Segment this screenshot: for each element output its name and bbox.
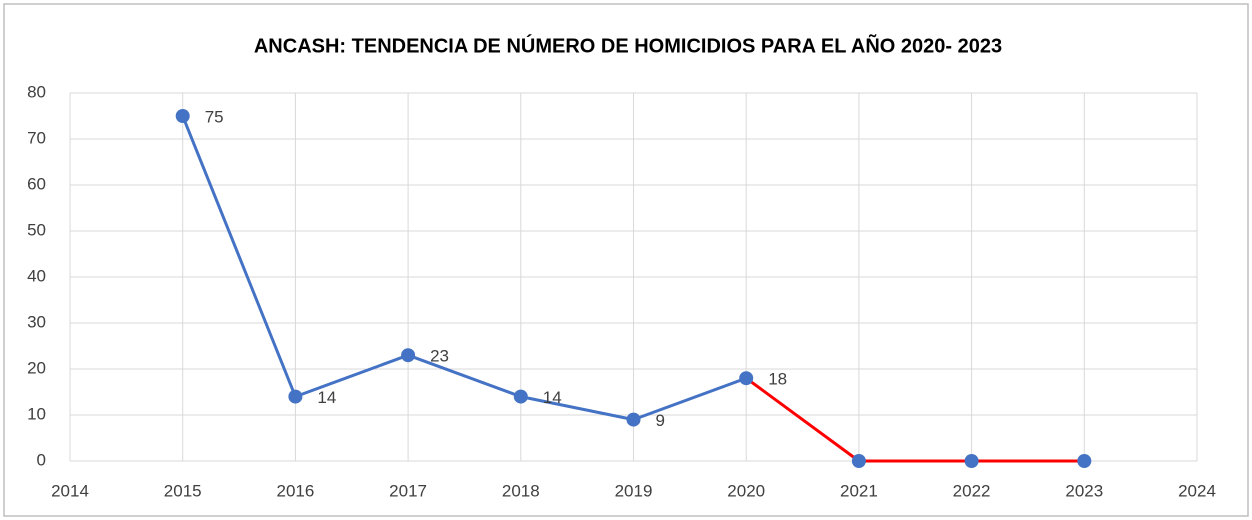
data-point <box>513 389 528 404</box>
line-segment <box>632 376 748 422</box>
data-point <box>851 454 866 468</box>
chart-frame <box>3 3 1249 517</box>
x-tick-label: 2019 <box>615 481 653 500</box>
x-tick-label: 2021 <box>840 481 878 500</box>
data-label: 75 <box>205 107 224 126</box>
line-segment <box>293 353 410 399</box>
data-point <box>175 109 190 123</box>
x-tick-label: 2017 <box>389 481 427 500</box>
data-point <box>739 371 754 386</box>
x-tick-label: 2015 <box>164 481 202 500</box>
data-label: 14 <box>317 388 336 407</box>
data-point <box>288 389 303 404</box>
y-tick-label: 50 <box>27 220 46 239</box>
line-segment <box>744 376 861 463</box>
data-point <box>626 412 641 427</box>
y-tick-label: 60 <box>27 174 46 193</box>
x-tick-label: 2024 <box>1178 481 1216 500</box>
x-tick-label: 2023 <box>1065 481 1103 500</box>
x-tick-label: 2022 <box>953 481 991 500</box>
chart-title: ANCASH: TENDENCIA DE NÚMERO DE HOMICIDIO… <box>254 33 1002 57</box>
y-tick-label: 70 <box>27 128 46 147</box>
x-tick-label: 2016 <box>276 481 314 500</box>
data-point <box>401 348 416 363</box>
x-tick-label: 2014 <box>51 481 89 500</box>
y-tick-label: 0 <box>37 450 46 469</box>
data-label: 23 <box>430 347 449 366</box>
data-point <box>1077 454 1092 468</box>
y-tick-label: 30 <box>27 312 46 331</box>
x-tick-label: 2018 <box>502 481 540 500</box>
y-tick-label: 40 <box>27 266 46 285</box>
data-label: 14 <box>543 388 562 407</box>
line-segment <box>519 395 635 422</box>
y-tick-label: 80 <box>27 82 46 101</box>
data-label: 9 <box>656 411 665 430</box>
x-tick-label: 2020 <box>727 481 765 500</box>
line-segment <box>406 353 523 399</box>
data-point <box>964 454 979 468</box>
y-tick-label: 20 <box>27 358 46 377</box>
y-tick-label: 10 <box>27 404 46 423</box>
line-segment <box>181 114 297 399</box>
data-label: 18 <box>768 370 787 389</box>
